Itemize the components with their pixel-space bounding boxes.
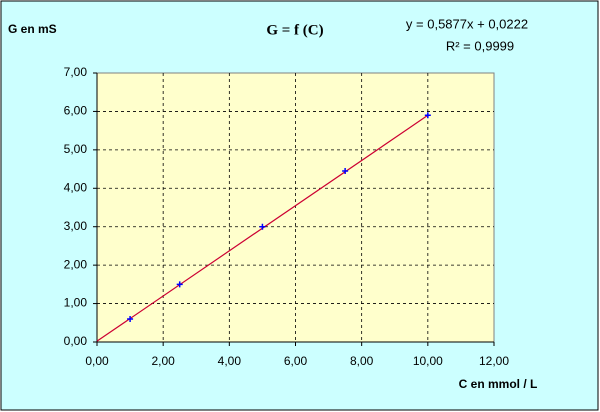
x-tick-label: 6,00 xyxy=(284,354,308,368)
data-point xyxy=(127,315,134,322)
data-point xyxy=(176,281,183,288)
equation-box xyxy=(393,8,541,62)
data-point xyxy=(342,167,349,174)
y-tick-label: 4,00 xyxy=(64,180,88,194)
y-axis-label: G en mS xyxy=(8,22,57,36)
y-tick-label: 0,00 xyxy=(64,334,88,348)
x-tick-label: 0,00 xyxy=(85,354,109,368)
chart-title: G = f (C) xyxy=(266,22,323,38)
y-tick-label: 2,00 xyxy=(64,257,88,271)
x-tick-label: 2,00 xyxy=(151,354,175,368)
data-point xyxy=(424,112,431,119)
y-tick-label: 3,00 xyxy=(64,219,88,233)
x-tick-label: 12,00 xyxy=(479,354,509,368)
trendline-equation: y = 0,5877x + 0,0222 xyxy=(406,16,528,31)
r2-label: R² = 0,9999 xyxy=(446,38,514,53)
y-tick-label: 6,00 xyxy=(64,104,88,118)
x-axis-label: C en mmol / L xyxy=(459,377,538,391)
data-point xyxy=(259,223,266,230)
y-tick-label: 1,00 xyxy=(64,296,88,310)
y-tick-label: 7,00 xyxy=(64,65,88,79)
x-tick-label: 10,00 xyxy=(413,354,443,368)
y-tick-label: 5,00 xyxy=(64,142,88,156)
x-tick-label: 4,00 xyxy=(218,354,242,368)
x-tick-label: 8,00 xyxy=(350,354,374,368)
